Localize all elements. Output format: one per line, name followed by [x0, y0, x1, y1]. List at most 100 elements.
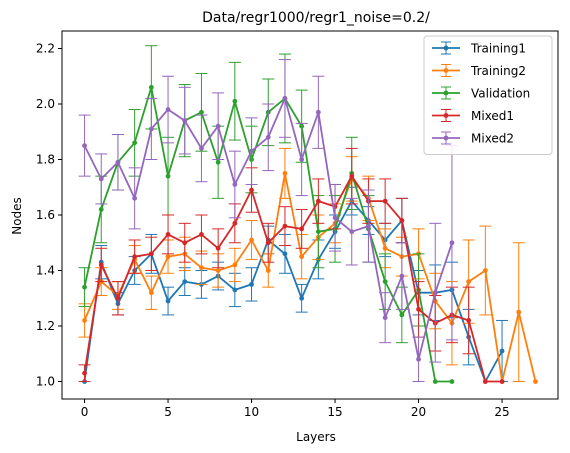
data-point [165, 298, 171, 304]
x-axis-label: Layers [296, 430, 336, 444]
data-point [232, 98, 238, 104]
y-tick-label: 2.0 [36, 97, 55, 111]
axis-ticks: 0 5 10 15 20 25 1.0 1.2 1.4 1.6 1.8 2.0 2.2 [36, 41, 510, 419]
x-tick-label: 20 [411, 405, 426, 419]
legend-item: Training2 [432, 64, 526, 78]
data-point [349, 229, 355, 235]
y-tick-label: 2.2 [36, 41, 55, 55]
legend-box [423, 35, 553, 155]
data-point [82, 143, 87, 149]
data-point [315, 109, 321, 115]
data-point [148, 251, 154, 257]
data-point [232, 182, 238, 187]
data-point [82, 318, 87, 323]
data-point [315, 198, 321, 204]
data-point [232, 287, 238, 293]
data-point [115, 159, 121, 165]
data-point [199, 265, 204, 271]
plot-area [78, 45, 538, 384]
legend-item: Training1 [432, 41, 526, 56]
data-point [115, 295, 121, 301]
data-point [399, 218, 405, 223]
data-point [382, 279, 388, 285]
data-point [249, 281, 254, 287]
y-tick-label: 1.0 [36, 375, 55, 389]
legend: Training1 Training2 Validation Mixed1 Mixed2 [423, 35, 553, 155]
data-point [165, 232, 171, 237]
data-point [249, 187, 254, 193]
legend-item: Validation [432, 86, 530, 101]
data-point [132, 140, 138, 146]
data-point [165, 173, 171, 179]
data-point [516, 309, 522, 315]
data-point [282, 251, 288, 257]
y-tick-label: 1.6 [36, 208, 55, 222]
data-point [148, 126, 154, 132]
data-point [299, 254, 305, 260]
legend-label: Mixed1 [471, 109, 514, 123]
data-point [199, 145, 204, 151]
data-point [282, 170, 288, 176]
data-point [432, 290, 438, 296]
data-point [499, 348, 505, 354]
data-point [416, 306, 421, 312]
data-point [182, 240, 188, 246]
legend-item: Mixed2 [432, 131, 514, 146]
chart-title: Data/regr1000/regr1_noise=0.2/ [202, 10, 430, 26]
data-point [265, 240, 271, 246]
x-tick-label: 15 [327, 405, 342, 419]
legend-label: Training2 [470, 64, 526, 78]
data-point [449, 379, 455, 384]
data-point [182, 279, 188, 285]
data-point [265, 268, 271, 273]
data-point [182, 118, 188, 124]
data-point [199, 232, 204, 237]
data-point [165, 107, 171, 112]
data-point [249, 237, 254, 243]
data-point [432, 379, 438, 384]
legend-label: Mixed2 [471, 132, 514, 146]
data-point [466, 279, 472, 285]
data-point [215, 268, 221, 273]
series-line [83, 172, 537, 383]
data-point [282, 96, 288, 101]
data-point [299, 157, 305, 162]
data-point [82, 370, 87, 376]
data-point [132, 195, 138, 201]
data-point [482, 379, 488, 384]
x-tick-label: 0 [81, 405, 89, 419]
data-point [215, 159, 221, 165]
legend-swatch-marker [443, 113, 449, 118]
data-point [366, 223, 371, 229]
data-point [482, 268, 488, 273]
data-point [98, 262, 104, 268]
data-point [299, 295, 305, 301]
data-point [382, 198, 388, 204]
y-tick-label: 1.8 [36, 152, 55, 166]
data-point [232, 262, 238, 268]
data-point [132, 254, 138, 260]
data-point [399, 312, 405, 318]
data-point [332, 215, 338, 221]
legend-swatch-marker [443, 68, 449, 73]
legend-swatch-marker [443, 90, 449, 96]
data-point [282, 223, 288, 229]
data-point [416, 356, 421, 362]
legend-swatch-marker [443, 45, 449, 51]
data-point [215, 245, 221, 251]
legend-swatch-marker [443, 135, 449, 141]
data-point [382, 315, 388, 321]
x-tick-label: 5 [164, 405, 172, 419]
x-tick-label: 25 [494, 405, 509, 419]
legend-label: Validation [471, 87, 530, 101]
series-mixed2 [78, 59, 458, 383]
data-point [299, 226, 305, 232]
data-point [199, 109, 204, 115]
axes-frame [61, 30, 559, 400]
data-point [215, 123, 221, 129]
data-point [98, 176, 104, 182]
data-point [449, 240, 455, 246]
legend-label: Training1 [470, 42, 526, 56]
data-point [382, 245, 388, 251]
